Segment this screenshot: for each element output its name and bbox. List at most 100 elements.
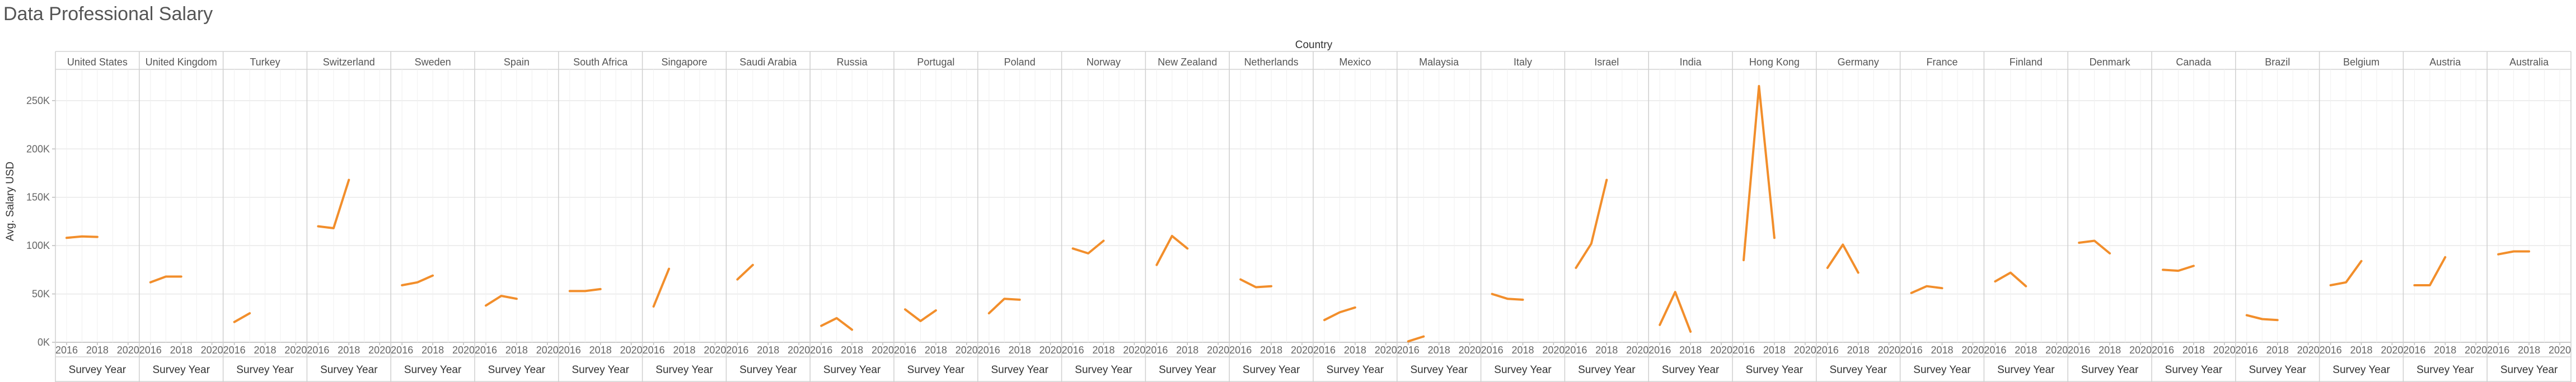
series-line <box>1910 285 1943 294</box>
x-tick-label: 2016 <box>2152 345 2174 356</box>
x-tick-label: 2020 <box>1794 345 1816 356</box>
series-line <box>568 287 602 293</box>
x-tick-label: 2018 <box>2099 345 2121 356</box>
x-axis-label: Survey Year <box>1578 364 1636 376</box>
x-tick-label: 2018 <box>2182 345 2205 356</box>
x-tick-label: 2018 <box>925 345 947 356</box>
x-tick-label: 2020 <box>117 345 139 356</box>
x-tick-label: 2016 <box>1145 345 1168 356</box>
country-header-label: United Kingdom <box>146 56 217 68</box>
x-tick-label: 2020 <box>1291 345 1313 356</box>
x-tick-label: 2016 <box>1313 345 1336 356</box>
series-line <box>1491 293 1524 301</box>
x-tick-label: 2016 <box>307 345 329 356</box>
series-line <box>904 308 937 322</box>
x-axis-label: Survey Year <box>1829 364 1887 376</box>
series-line <box>65 235 99 239</box>
x-axis-label: Survey Year <box>69 364 127 376</box>
country-header-label: Norway <box>1086 56 1121 68</box>
series-line <box>1575 178 1608 269</box>
x-tick-label: 2018 <box>2266 345 2289 356</box>
country-header-label: Belgium <box>2343 56 2380 68</box>
x-tick-label: 2018 <box>1260 345 1282 356</box>
x-tick-label: 2020 <box>452 345 475 356</box>
x-axis-label: Survey Year <box>991 364 1048 376</box>
country-header-label: Russia <box>837 56 868 68</box>
x-axis-label: Survey Year <box>236 364 294 376</box>
country-header-label: Mexico <box>1339 56 1371 68</box>
country-header-label: Hong Kong <box>1749 56 1800 68</box>
country-header-label: South Africa <box>573 56 628 68</box>
x-tick-label: 2016 <box>2068 345 2090 356</box>
x-tick-label: 2016 <box>978 345 1000 356</box>
x-axis-label: Survey Year <box>1327 364 1384 376</box>
x-tick-label: 2020 <box>788 345 810 356</box>
x-tick-label: 2020 <box>872 345 894 356</box>
x-tick-label: 2016 <box>2487 345 2509 356</box>
x-axis-label: Survey Year <box>1494 364 1552 376</box>
x-axis-label: Survey Year <box>2081 364 2139 376</box>
country-header-label: Canada <box>2176 56 2212 68</box>
series-line <box>2162 265 2195 272</box>
series-line <box>1743 84 1776 262</box>
country-header-label: Brazil <box>2265 56 2290 68</box>
country-header-label: Singapore <box>661 56 707 68</box>
x-tick-label: 2016 <box>894 345 916 356</box>
x-tick-label: 2020 <box>1375 345 1397 356</box>
country-header-label: Israel <box>1594 56 1619 68</box>
column-header: Country <box>1295 39 1333 51</box>
x-axis-label: Survey Year <box>655 364 713 376</box>
y-tick-label: 100K <box>26 240 50 251</box>
x-tick-label: 2020 <box>2381 345 2403 356</box>
series-line <box>2078 239 2111 254</box>
series-line <box>2329 260 2363 286</box>
x-tick-label: 2018 <box>1595 345 1618 356</box>
country-header-label: Netherlands <box>1244 56 1299 68</box>
country-header-label: Austria <box>2429 56 2461 68</box>
series-line <box>1155 234 1189 266</box>
series-line <box>1071 239 1105 254</box>
x-tick-label: 2016 <box>475 345 497 356</box>
x-tick-label: 2016 <box>726 345 748 356</box>
x-axis-label: Survey Year <box>907 364 965 376</box>
country-header-label: Saudi Arabia <box>739 56 797 68</box>
x-tick-label: 2018 <box>86 345 109 356</box>
series-line <box>317 178 350 229</box>
series-line <box>652 267 671 308</box>
country-header-label: United States <box>67 56 128 68</box>
x-axis-label: Survey Year <box>823 364 881 376</box>
x-tick-label: 2016 <box>2320 345 2342 356</box>
x-tick-label: 2016 <box>2403 345 2425 356</box>
series-line <box>736 263 754 281</box>
country-header-label: Italy <box>1514 56 1532 68</box>
country-header-label: Switzerland <box>323 56 375 68</box>
x-axis-label: Survey Year <box>1662 364 1720 376</box>
x-tick-label: 2018 <box>589 345 612 356</box>
x-tick-label: 2018 <box>1009 345 1031 356</box>
country-header-label: Spain <box>504 56 530 68</box>
x-tick-label: 2020 <box>1961 345 1984 356</box>
y-axis-label: Avg. Salary USD <box>4 162 16 241</box>
chart-title: Data Professional Salary <box>3 3 213 25</box>
x-tick-label: 2020 <box>1039 345 1062 356</box>
x-tick-label: 2018 <box>1931 345 1953 356</box>
x-axis-label: Survey Year <box>1997 364 2055 376</box>
y-tick-label: 200K <box>26 143 50 154</box>
x-tick-label: 2020 <box>2465 345 2487 356</box>
x-tick-label: 2016 <box>1062 345 1084 356</box>
x-tick-label: 2018 <box>2350 345 2372 356</box>
x-tick-label: 2020 <box>2549 345 2571 356</box>
x-tick-label: 2018 <box>841 345 863 356</box>
x-tick-label: 2018 <box>1344 345 1366 356</box>
series-line <box>1239 278 1273 289</box>
series-line <box>2497 250 2531 256</box>
country-header-label: India <box>1680 56 1702 68</box>
x-tick-label: 2018 <box>170 345 193 356</box>
x-tick-label: 2020 <box>201 345 223 356</box>
y-tick-label: 150K <box>26 192 50 203</box>
x-tick-label: 2020 <box>368 345 391 356</box>
x-axis-label: Survey Year <box>1913 364 1971 376</box>
series-line <box>149 275 182 284</box>
x-tick-label: 2018 <box>1511 345 1534 356</box>
x-axis-label: Survey Year <box>488 364 546 376</box>
